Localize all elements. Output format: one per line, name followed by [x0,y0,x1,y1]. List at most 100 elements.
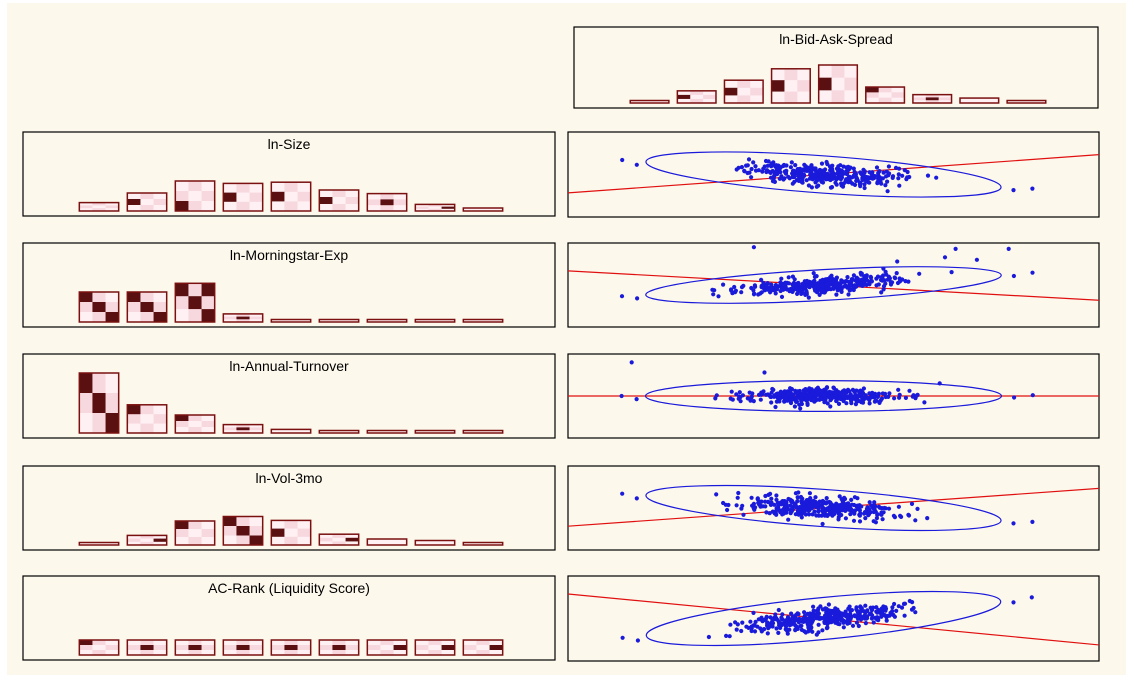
histogram-bar-cell [724,80,738,89]
histogram-bar-cell [92,302,106,313]
histogram-bar-cell [105,292,119,303]
histogram-bar-cell [175,181,189,192]
histogram-bar-outline [126,639,168,656]
histogram-bar-cell [236,424,250,428]
scatter-point [875,394,881,399]
histogram-bar-outline [462,207,504,212]
scatter-point [814,513,819,518]
histogram-bar-cell [332,645,346,651]
scatter-point [780,612,785,617]
scatter-point [785,615,791,620]
scatter-point [825,401,830,406]
histogram-bar [174,282,216,323]
scatter-point [838,512,843,517]
histogram-bar-cell [797,80,811,92]
scatter-point [863,603,868,608]
scatter-point [766,499,771,504]
scatter-point [864,510,869,515]
scatter-point [790,173,796,178]
histogram-bar-cell [201,191,215,202]
histogram-bar-cell [271,182,285,193]
histogram-bar-cell [249,516,263,527]
histogram-bar-cell [332,650,346,656]
scatter-point [748,619,753,624]
histogram-bar-cell [92,208,106,212]
scatter-point [768,615,773,620]
histogram-bar-cell [703,98,717,104]
histogram-bar-cell [153,312,167,323]
histogram-bar-cell [249,316,263,320]
scatter-point [813,288,818,293]
scatter-point [805,402,810,407]
scatter-point [751,610,756,616]
scatter-point [861,172,866,177]
scatter-point [757,499,763,504]
scatter-point [799,627,804,633]
histogram-bar-cell [878,87,892,93]
histogram-bar-outline [174,639,216,656]
histogram-bar-cell [865,97,879,104]
histogram-bar-cell [703,94,717,100]
scatter-point [831,611,836,616]
histogram-bar-cell [380,199,394,206]
histogram-bar [462,639,504,656]
histogram-bar-cell [441,645,455,651]
scatter-point [635,638,641,643]
histogram-bar-cell [79,292,93,303]
scatter-point [778,625,783,631]
scatter-point [801,167,806,172]
histogram-bar-cell [153,292,167,303]
scatter-point [857,182,863,187]
scatter-point [872,174,877,179]
scatter-point [776,607,781,613]
scatter-point [861,609,867,614]
histogram-bar-cell [140,423,154,434]
histogram-bar-cell [153,650,167,656]
histogram-bar-cell [223,645,237,651]
histogram-bar-cell [105,393,119,414]
scatter-point [875,512,880,517]
histogram-bar-cell [818,77,832,91]
scatter-point [741,512,746,517]
scatter-point [857,519,863,524]
histogram-bar-cell [319,197,333,205]
scatter-point [786,174,791,179]
scatter-point [774,392,779,397]
histogram-bar-cell [175,421,189,428]
histogram-bar-cell [223,319,237,323]
scatter-point [864,282,869,287]
scatter-point [802,613,807,619]
scatter-point [834,292,839,297]
histogram-bar-cell [771,80,785,92]
panel-title: ln-Size [268,136,311,152]
scatter-point [825,175,830,180]
histogram-bar-cell [441,650,455,656]
histogram-bar-cell [818,90,832,104]
scatter-point [953,246,958,251]
histogram-bar-cell [105,202,119,206]
histogram-bar [723,79,764,104]
histogram-bar-cell [284,520,298,529]
histogram-bar-cell [271,201,285,212]
histogram-bar-cell [223,535,237,546]
scatter-point [840,502,845,507]
histogram-bar-cell [140,645,154,651]
scatter-point [790,620,796,625]
scatter-point [732,284,737,290]
scatter-point [769,390,774,395]
scatter-point [796,512,802,517]
scatter-point [762,627,767,632]
scatter-point [773,404,778,410]
scatter-point [820,388,825,393]
histogram-bar-cell [92,413,106,434]
histogram-bar-cell [175,415,189,422]
scatter-point [822,619,827,624]
scatter-point [772,617,778,622]
histogram-panel: ln-Vol-3mo [22,465,556,551]
scatter-point [795,167,800,172]
scatter-point [852,502,857,508]
histogram-bar-cell [127,423,141,434]
histogram-bar-cell [367,193,381,200]
scatter-point [867,391,872,396]
scatter-point [758,626,763,631]
